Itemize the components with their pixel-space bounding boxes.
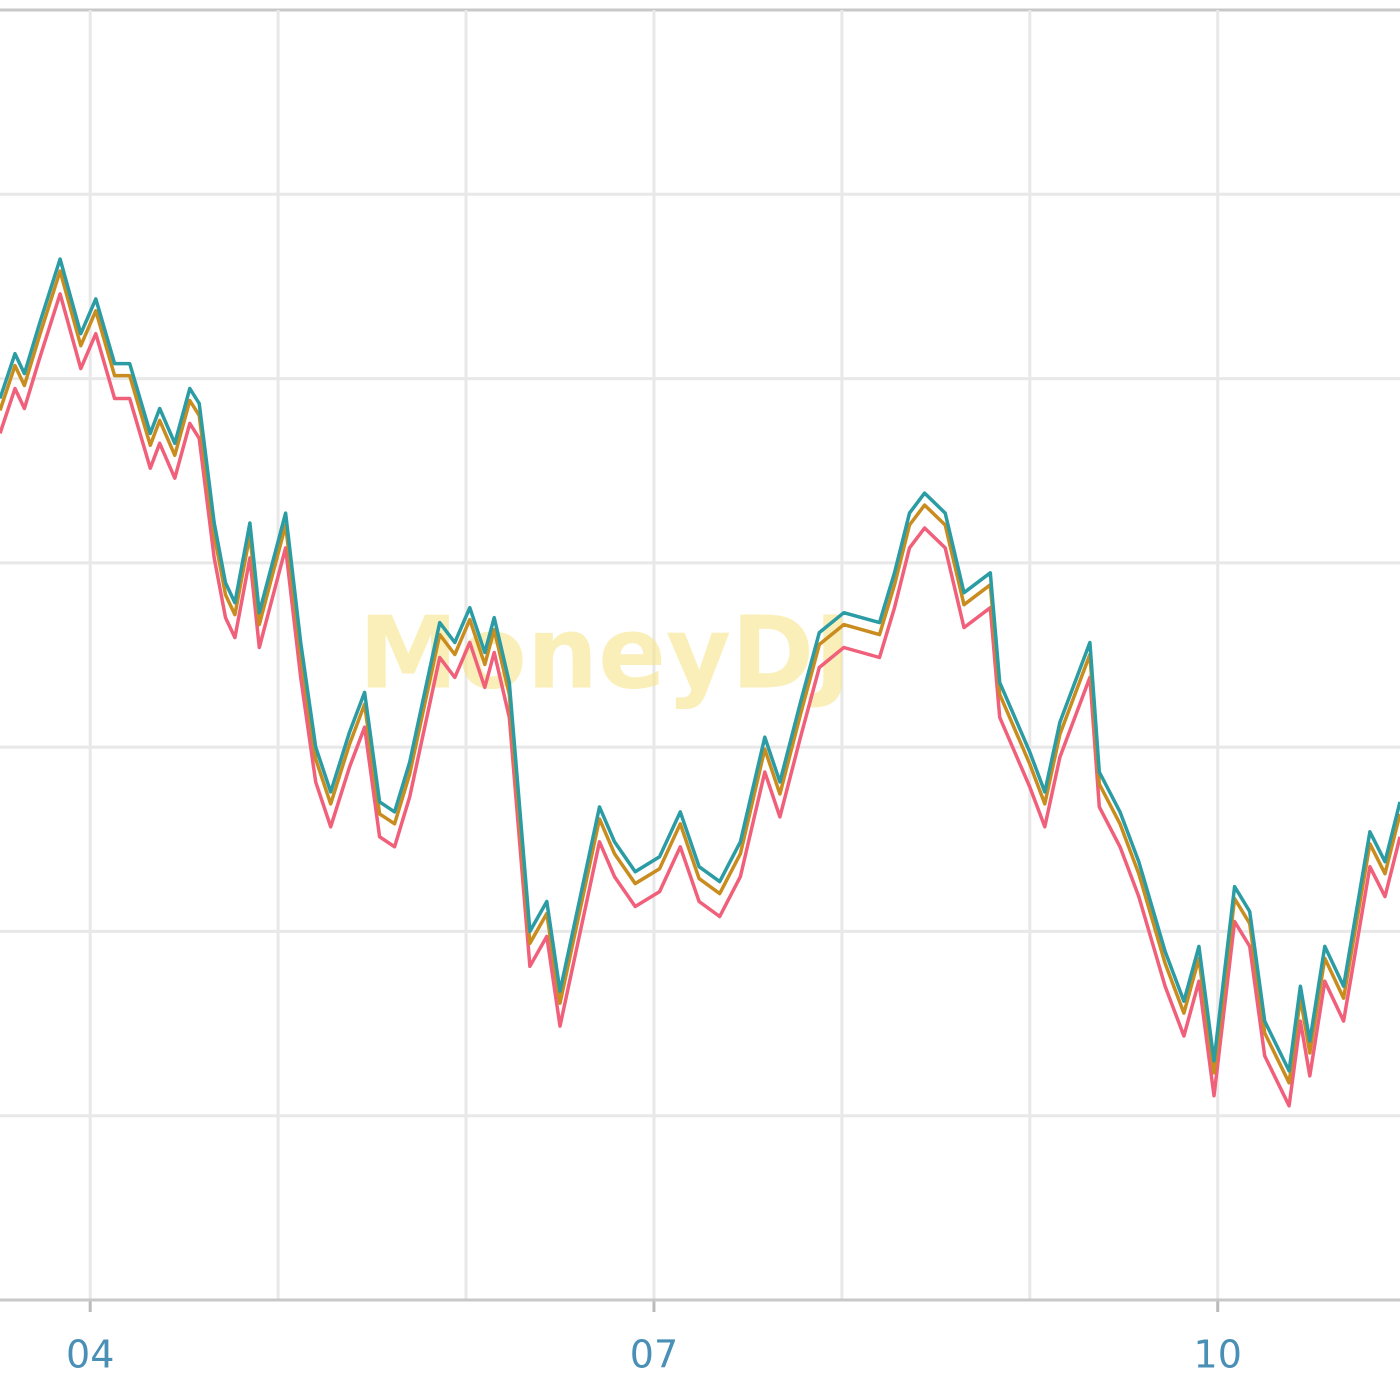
- line-series: [0, 292, 1400, 1108]
- x-tick-label: 10: [1194, 1333, 1242, 1377]
- watermark: MoneyDJ: [359, 594, 852, 711]
- x-tick-label: 04: [66, 1333, 114, 1377]
- line-series: [0, 257, 1400, 1073]
- x-tick-label: 07: [630, 1333, 678, 1377]
